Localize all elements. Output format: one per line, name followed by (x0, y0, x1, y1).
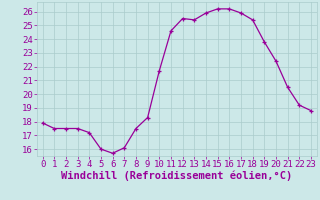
X-axis label: Windchill (Refroidissement éolien,°C): Windchill (Refroidissement éolien,°C) (61, 171, 292, 181)
